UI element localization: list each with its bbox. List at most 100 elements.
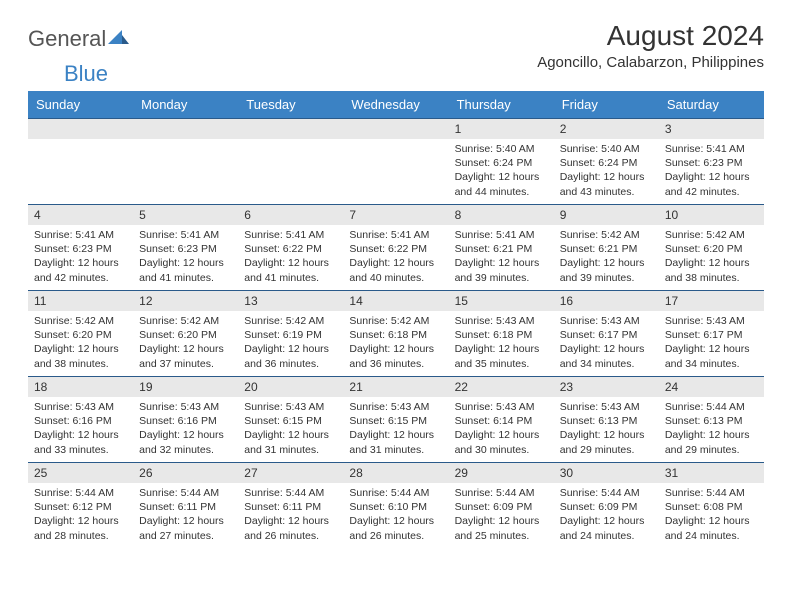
- sunset-text: Sunset: 6:23 PM: [139, 242, 232, 256]
- day-cell: [133, 119, 238, 205]
- sunset-text: Sunset: 6:08 PM: [665, 500, 758, 514]
- month-title: August 2024: [537, 20, 764, 52]
- sunrise-text: Sunrise: 5:42 AM: [244, 314, 337, 328]
- daylight-text: Daylight: 12 hours and 26 minutes.: [244, 514, 337, 542]
- sunset-text: Sunset: 6:09 PM: [560, 500, 653, 514]
- day-cell: 22Sunrise: 5:43 AMSunset: 6:14 PMDayligh…: [449, 377, 554, 463]
- day-number: [238, 119, 343, 139]
- day-cell: 15Sunrise: 5:43 AMSunset: 6:18 PMDayligh…: [449, 291, 554, 377]
- sunrise-text: Sunrise: 5:44 AM: [665, 486, 758, 500]
- week-row: 1Sunrise: 5:40 AMSunset: 6:24 PMDaylight…: [28, 119, 764, 205]
- day-cell: 1 Sunrise: 5:40 AMSunset: 6:24 PMDaylight…: [449, 119, 554, 205]
- sunset-text: Sunset: 6:11 PM: [139, 500, 232, 514]
- day-content: Sunrise: 5:44 AMSunset: 6:08 PMDaylight:…: [659, 483, 764, 546]
- day-content: Sunrise: 5:41 AMSunset: 6:23 PMDaylight:…: [133, 225, 238, 288]
- daylight-text: Daylight: 12 hours and 24 minutes.: [560, 514, 653, 542]
- sunrise-text: Sunrise: 5:44 AM: [34, 486, 127, 500]
- day-number: 22: [449, 377, 554, 397]
- sunset-text: Sunset: 6:20 PM: [34, 328, 127, 342]
- logo-text-blue: Blue: [64, 61, 108, 86]
- day-content: Sunrise: 5:44 AMSunset: 6:10 PMDaylight:…: [343, 483, 448, 546]
- daylight-text: Daylight: 12 hours and 33 minutes.: [34, 428, 127, 456]
- daylight-text: Daylight: 12 hours and 44 minutes.: [455, 170, 548, 198]
- sunrise-text: Sunrise: 5:41 AM: [665, 142, 758, 156]
- day-content: Sunrise: 5:44 AMSunset: 6:09 PMDaylight:…: [554, 483, 659, 546]
- sunrise-text: Sunrise: 5:40 AM: [560, 142, 653, 156]
- daylight-text: Daylight: 12 hours and 29 minutes.: [560, 428, 653, 456]
- sunrise-text: Sunrise: 5:44 AM: [665, 400, 758, 414]
- daylight-text: Daylight: 12 hours and 26 minutes.: [349, 514, 442, 542]
- sunrise-text: Sunrise: 5:40 AM: [455, 142, 548, 156]
- day-number: 20: [238, 377, 343, 397]
- sunset-text: Sunset: 6:18 PM: [455, 328, 548, 342]
- day-content: Sunrise: 5:41 AMSunset: 6:23 PMDaylight:…: [659, 139, 764, 202]
- day-cell: 8Sunrise: 5:41 AMSunset: 6:21 PMDaylight…: [449, 205, 554, 291]
- day-cell: 30Sunrise: 5:44 AMSunset: 6:09 PMDayligh…: [554, 463, 659, 549]
- sunset-text: Sunset: 6:13 PM: [560, 414, 653, 428]
- day-number: 4: [28, 205, 133, 225]
- day-cell: 29Sunrise: 5:44 AMSunset: 6:09 PMDayligh…: [449, 463, 554, 549]
- day-number: [28, 119, 133, 139]
- week-row: 25Sunrise: 5:44 AMSunset: 6:12 PMDayligh…: [28, 463, 764, 549]
- day-content: Sunrise: 5:41 AMSunset: 6:21 PMDaylight:…: [449, 225, 554, 288]
- day-content: Sunrise: 5:42 AMSunset: 6:19 PMDaylight:…: [238, 311, 343, 374]
- day-number: 21: [343, 377, 448, 397]
- daylight-text: Daylight: 12 hours and 32 minutes.: [139, 428, 232, 456]
- day-number: 1: [449, 119, 554, 139]
- daylight-text: Daylight: 12 hours and 31 minutes.: [349, 428, 442, 456]
- daylight-text: Daylight: 12 hours and 38 minutes.: [34, 342, 127, 370]
- weekday-tuesday: Tuesday: [238, 91, 343, 119]
- day-number: [133, 119, 238, 139]
- daylight-text: Daylight: 12 hours and 34 minutes.: [665, 342, 758, 370]
- logo-text-general: General: [28, 26, 106, 52]
- day-cell: 10Sunrise: 5:42 AMSunset: 6:20 PMDayligh…: [659, 205, 764, 291]
- day-number: 15: [449, 291, 554, 311]
- daylight-text: Daylight: 12 hours and 27 minutes.: [139, 514, 232, 542]
- sunrise-text: Sunrise: 5:42 AM: [560, 228, 653, 242]
- sunrise-text: Sunrise: 5:42 AM: [34, 314, 127, 328]
- sunset-text: Sunset: 6:17 PM: [665, 328, 758, 342]
- sunrise-text: Sunrise: 5:43 AM: [455, 400, 548, 414]
- sunrise-text: Sunrise: 5:41 AM: [455, 228, 548, 242]
- day-cell: [28, 119, 133, 205]
- day-number: [343, 119, 448, 139]
- daylight-text: Daylight: 12 hours and 41 minutes.: [244, 256, 337, 284]
- sunset-text: Sunset: 6:14 PM: [455, 414, 548, 428]
- sunrise-text: Sunrise: 5:43 AM: [665, 314, 758, 328]
- weekday-monday: Monday: [133, 91, 238, 119]
- day-number: 8: [449, 205, 554, 225]
- day-content: Sunrise: 5:43 AMSunset: 6:17 PMDaylight:…: [659, 311, 764, 374]
- day-number: 30: [554, 463, 659, 483]
- sunrise-text: Sunrise: 5:41 AM: [349, 228, 442, 242]
- sunrise-text: Sunrise: 5:43 AM: [139, 400, 232, 414]
- sunrise-text: Sunrise: 5:41 AM: [139, 228, 232, 242]
- daylight-text: Daylight: 12 hours and 24 minutes.: [665, 514, 758, 542]
- day-cell: [238, 119, 343, 205]
- day-content: Sunrise: 5:43 AMSunset: 6:16 PMDaylight:…: [28, 397, 133, 460]
- sunset-text: Sunset: 6:24 PM: [455, 156, 548, 170]
- day-number: 7: [343, 205, 448, 225]
- sunset-text: Sunset: 6:13 PM: [665, 414, 758, 428]
- sunrise-text: Sunrise: 5:42 AM: [139, 314, 232, 328]
- day-number: 23: [554, 377, 659, 397]
- day-number: 9: [554, 205, 659, 225]
- day-content: Sunrise: 5:43 AMSunset: 6:13 PMDaylight:…: [554, 397, 659, 460]
- week-row: 18Sunrise: 5:43 AMSunset: 6:16 PMDayligh…: [28, 377, 764, 463]
- sunset-text: Sunset: 6:24 PM: [560, 156, 653, 170]
- sunset-text: Sunset: 6:11 PM: [244, 500, 337, 514]
- day-number: 28: [343, 463, 448, 483]
- sunrise-text: Sunrise: 5:43 AM: [560, 314, 653, 328]
- day-content: Sunrise: 5:42 AMSunset: 6:18 PMDaylight:…: [343, 311, 448, 374]
- daylight-text: Daylight: 12 hours and 42 minutes.: [665, 170, 758, 198]
- day-cell: 28Sunrise: 5:44 AMSunset: 6:10 PMDayligh…: [343, 463, 448, 549]
- day-cell: 13Sunrise: 5:42 AMSunset: 6:19 PMDayligh…: [238, 291, 343, 377]
- sunset-text: Sunset: 6:16 PM: [139, 414, 232, 428]
- day-number: 17: [659, 291, 764, 311]
- sunset-text: Sunset: 6:22 PM: [244, 242, 337, 256]
- day-content: Sunrise: 5:43 AMSunset: 6:18 PMDaylight:…: [449, 311, 554, 374]
- day-cell: 16Sunrise: 5:43 AMSunset: 6:17 PMDayligh…: [554, 291, 659, 377]
- day-cell: 11Sunrise: 5:42 AMSunset: 6:20 PMDayligh…: [28, 291, 133, 377]
- sunrise-text: Sunrise: 5:42 AM: [349, 314, 442, 328]
- daylight-text: Daylight: 12 hours and 39 minutes.: [455, 256, 548, 284]
- weekday-thursday: Thursday: [449, 91, 554, 119]
